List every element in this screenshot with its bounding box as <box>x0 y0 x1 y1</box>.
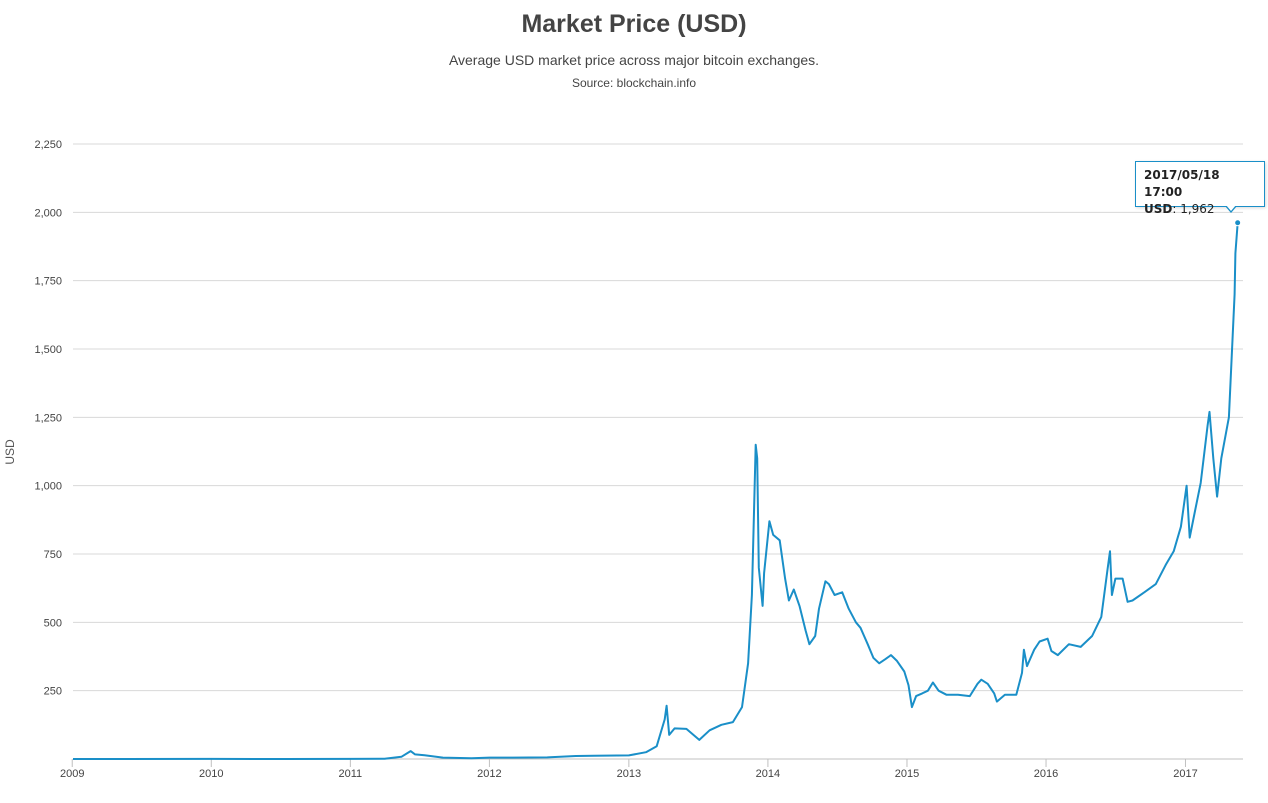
axes: 250 500 750 1,000 1,250 1,500 1,750 2,000 2,250 2… <box>34 139 1243 780</box>
x-tick-label: 2011 <box>339 768 363 780</box>
data-tooltip: 2017/05/18 17:00 USD: 1,962 <box>1135 161 1265 216</box>
x-tick-label: 2014 <box>756 768 780 780</box>
chart-source: Source: blockchain.info <box>571 76 697 90</box>
price-series-line[interactable] <box>72 222 1239 760</box>
tooltip-date: 2017/05/18 17:00 <box>1144 168 1220 199</box>
y-tick-label: 1,500 <box>34 344 62 356</box>
y-tick-label: 2,250 <box>34 139 62 151</box>
chart-subtitle: Average USD market price across major bi… <box>448 52 820 68</box>
tooltip-value: : 1,962 <box>1172 202 1215 216</box>
y-tick-label: 2,000 <box>34 207 62 219</box>
series-layer[interactable] <box>72 219 1242 760</box>
x-tick-label: 2015 <box>895 768 919 780</box>
y-tick-label: 1,750 <box>34 276 62 288</box>
y-axis-label: USD <box>3 439 17 465</box>
x-tick-label: 2009 <box>60 768 84 780</box>
y-tick-label: 1,000 <box>34 481 62 493</box>
x-tick-label: 2010 <box>199 768 223 780</box>
grid-lines <box>73 143 1243 692</box>
y-tick-label: 500 <box>44 617 62 629</box>
x-tick-label: 2016 <box>1034 768 1058 780</box>
hover-point[interactable] <box>1234 219 1242 227</box>
y-tick-label: 750 <box>44 549 62 561</box>
x-tick-label: 2017 <box>1173 768 1197 780</box>
tooltip-series-label: USD <box>1144 202 1173 216</box>
chart-title: Market Price (USD) <box>521 10 747 38</box>
tooltip-pointer <box>1225 205 1237 213</box>
x-tick-label: 2013 <box>617 768 641 780</box>
x-tick-label: 2012 <box>477 768 501 780</box>
y-tick-label: 1,250 <box>34 412 62 424</box>
y-tick-label: 250 <box>44 686 62 698</box>
tooltip-value-row: USD: 1,962 <box>1144 201 1256 218</box>
